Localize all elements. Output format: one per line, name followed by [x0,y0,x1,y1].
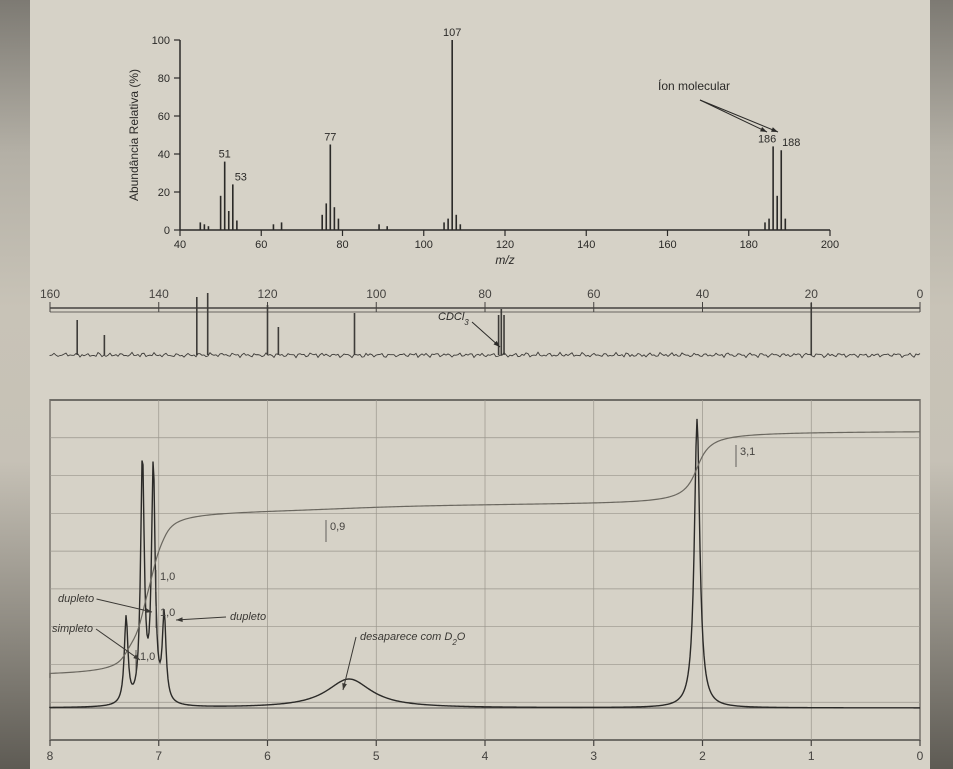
svg-text:186: 186 [758,133,776,145]
svg-text:188: 188 [782,137,800,149]
svg-text:1,0: 1,0 [160,571,175,583]
svg-text:0: 0 [917,749,924,763]
svg-text:40: 40 [158,149,170,161]
svg-text:Abundância Relativa (%): Abundância Relativa (%) [127,69,141,201]
svg-text:0: 0 [917,287,924,301]
svg-text:80: 80 [158,73,170,85]
svg-text:3: 3 [590,749,597,763]
svg-text:1,0: 1,0 [140,651,155,663]
svg-text:107: 107 [443,27,461,39]
svg-text:60: 60 [158,111,170,123]
svg-text:80: 80 [478,287,492,301]
svg-text:40: 40 [696,287,710,301]
svg-text:140: 140 [577,239,595,251]
svg-text:53: 53 [235,171,247,183]
svg-text:77: 77 [324,132,336,144]
svg-text:100: 100 [366,287,386,301]
svg-text:51: 51 [219,149,231,161]
svg-text:120: 120 [496,239,514,251]
svg-text:60: 60 [255,239,267,251]
scanned-page: 020406080100406080100120140160180200m/zA… [0,0,953,769]
svg-text:100: 100 [415,239,433,251]
svg-text:100: 100 [152,35,170,47]
spectra-figure: 020406080100406080100120140160180200m/zA… [0,0,953,769]
svg-text:160: 160 [658,239,676,251]
svg-text:dupleto: dupleto [230,611,266,623]
svg-text:dupleto: dupleto [58,593,94,605]
svg-text:2: 2 [699,749,706,763]
svg-text:0: 0 [164,225,170,237]
svg-text:1,0: 1,0 [160,607,175,619]
svg-text:180: 180 [740,239,758,251]
svg-text:4: 4 [482,749,489,763]
svg-text:m/z: m/z [495,253,514,267]
svg-text:20: 20 [158,187,170,199]
svg-text:20: 20 [805,287,819,301]
svg-text:1: 1 [808,749,815,763]
svg-text:5: 5 [373,749,380,763]
svg-text:Íon molecular: Íon molecular [658,78,730,93]
svg-text:3,1: 3,1 [740,446,755,458]
svg-text:140: 140 [149,287,169,301]
svg-text:60: 60 [587,287,601,301]
svg-text:160: 160 [40,287,60,301]
svg-text:simpleto: simpleto [52,623,93,635]
svg-text:8: 8 [47,749,54,763]
svg-text:200: 200 [821,239,839,251]
svg-text:40: 40 [174,239,186,251]
svg-text:7: 7 [155,749,162,763]
svg-text:6: 6 [264,749,271,763]
svg-text:0,9: 0,9 [330,521,345,533]
svg-text:120: 120 [257,287,277,301]
svg-text:80: 80 [336,239,348,251]
